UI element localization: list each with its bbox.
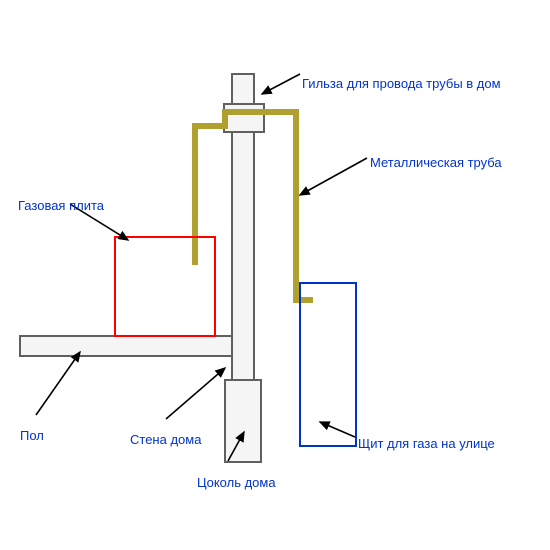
label-sleeve: Гильза для провода трубы в дом <box>302 76 501 91</box>
label-shield: Щит для газа на улице <box>358 436 495 451</box>
label-wall: Стена дома <box>130 432 201 447</box>
label-plinth: Цоколь дома <box>197 475 276 490</box>
label-floor: Пол <box>20 428 44 443</box>
label-pipe: Металлическая труба <box>370 155 502 170</box>
label-stove: Газовая плита <box>18 198 104 213</box>
